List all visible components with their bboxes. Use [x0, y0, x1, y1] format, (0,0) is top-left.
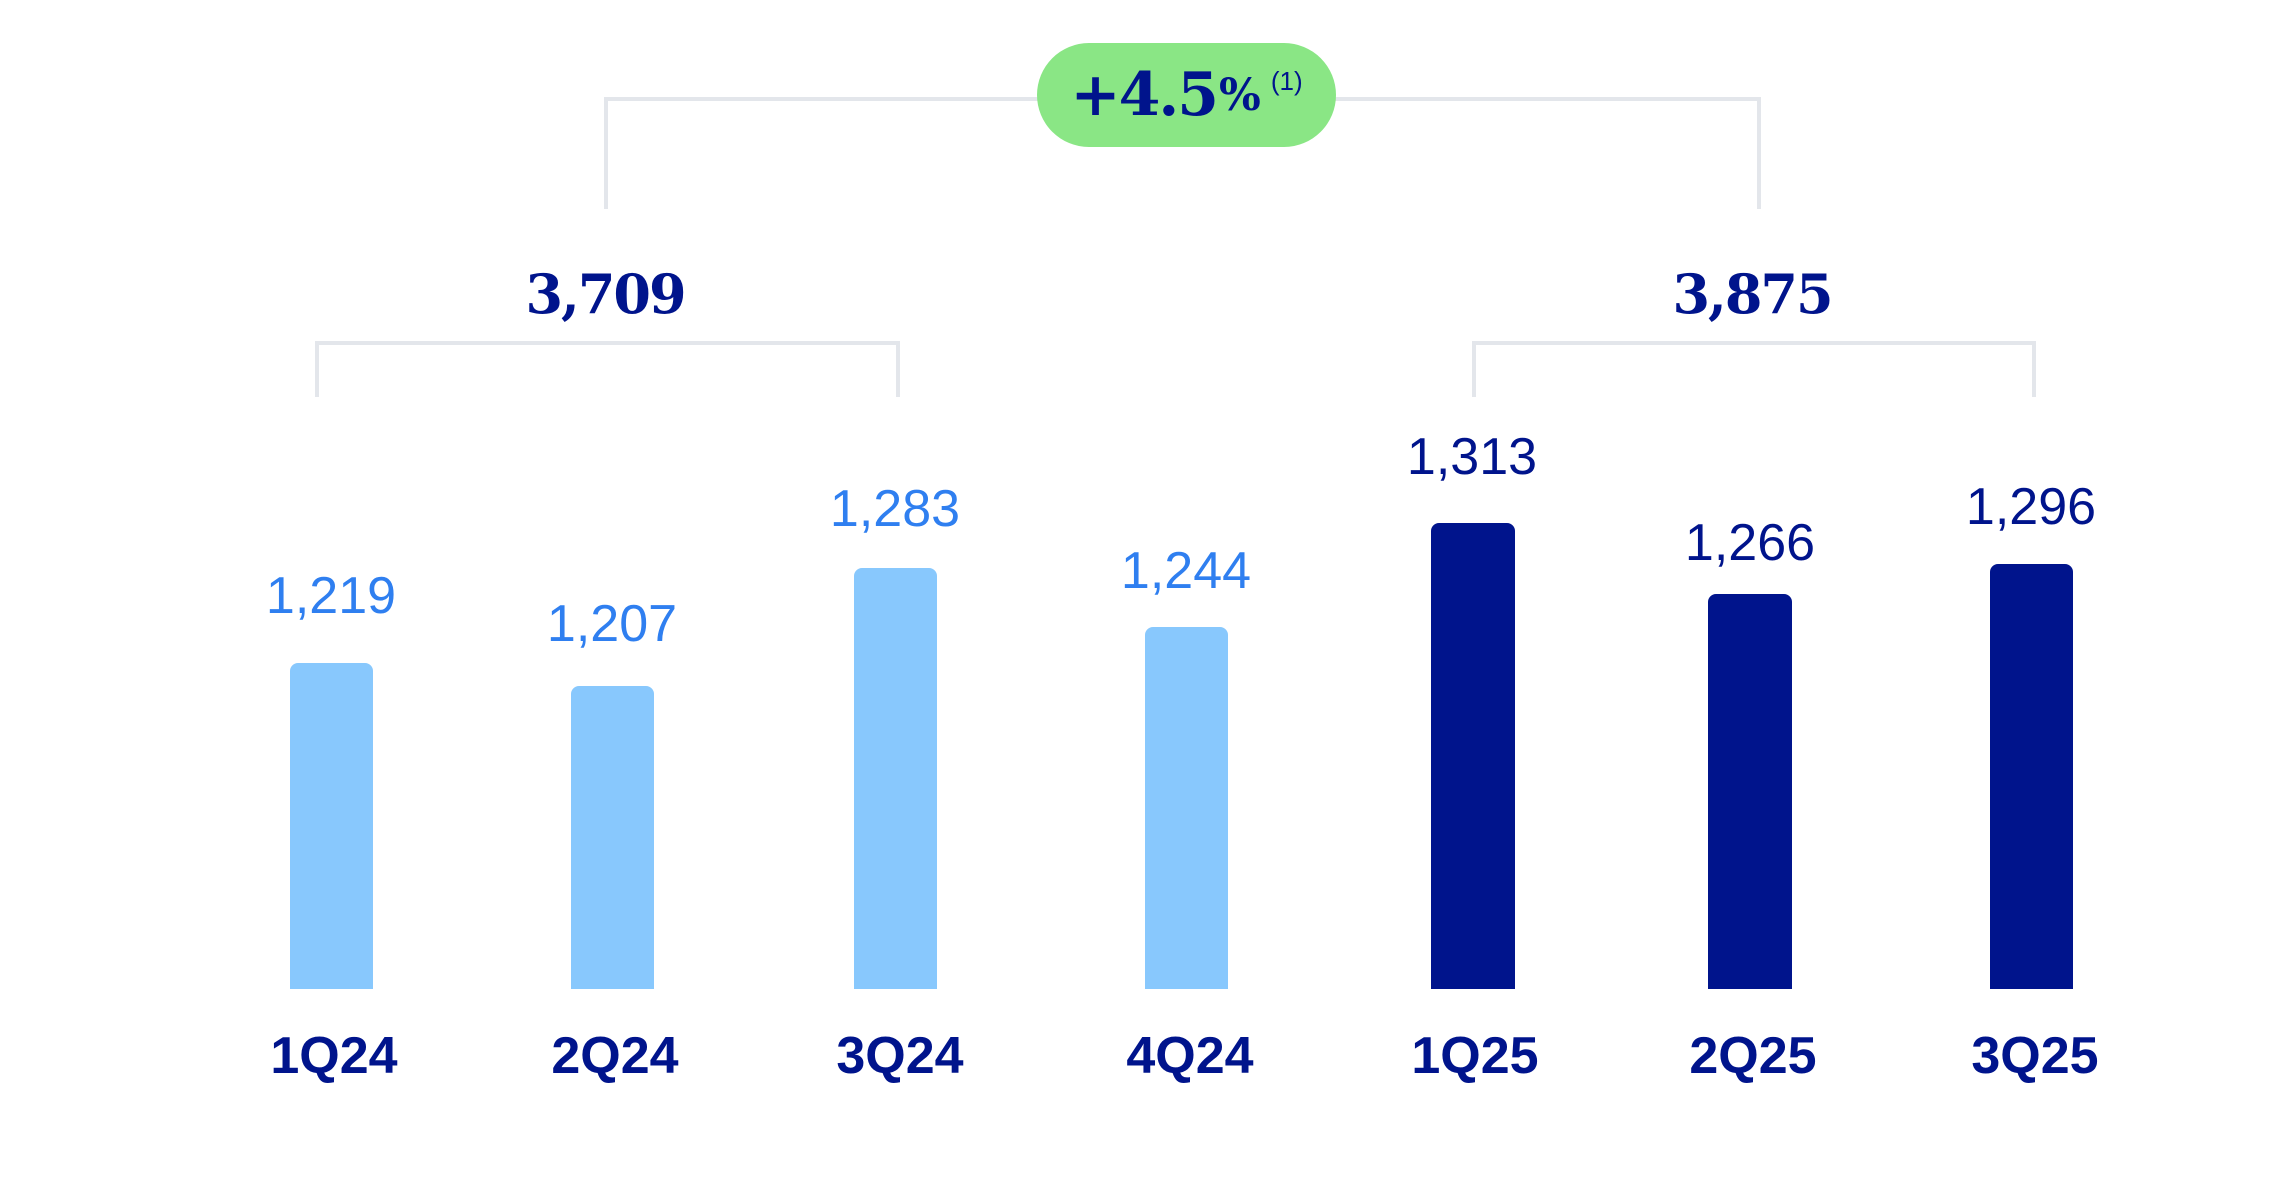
x-label-4q24: 4Q24 — [1126, 1027, 1254, 1085]
value-label-3q25: 1,296 — [1965, 478, 2097, 536]
value-label-2q25: 1,266 — [1684, 514, 1816, 572]
bracket-2024-horizontal — [315, 341, 900, 345]
bracket-2025-left — [1472, 341, 1476, 397]
value-label-3q24: 1,283 — [829, 480, 961, 538]
bar-1q25 — [1431, 523, 1515, 989]
growth-bracket-right-vertical — [1757, 97, 1761, 209]
value-label-1q25: 1,313 — [1406, 428, 1538, 486]
x-label-2q24: 2Q24 — [551, 1027, 679, 1085]
bracket-2025-right — [2032, 341, 2036, 397]
value-label-1q24: 1,219 — [265, 567, 397, 625]
bar-3q25 — [1990, 564, 2073, 989]
x-label-2q25: 2Q25 — [1689, 1027, 1817, 1085]
value-label-4q24: 1,244 — [1120, 542, 1252, 600]
growth-footnote: (1) — [1270, 65, 1303, 96]
total-2025: 3,875 — [1672, 262, 1833, 326]
bracket-2024-left — [315, 341, 319, 397]
growth-percent-sign: % — [1219, 69, 1261, 121]
growth-bracket-left-vertical — [604, 97, 608, 209]
bracket-2024-right — [896, 341, 900, 397]
value-label-2q24: 1,207 — [546, 595, 678, 653]
growth-badge: +4.5 % (1) — [1037, 43, 1336, 147]
bar-2q25 — [1708, 594, 1792, 989]
x-label-3q24: 3Q24 — [836, 1027, 964, 1085]
total-2024: 3,709 — [525, 262, 686, 326]
bar-4q24 — [1145, 627, 1228, 989]
growth-value: +4.5 — [1070, 60, 1219, 130]
x-label-3q25: 3Q25 — [1971, 1027, 2099, 1085]
bar-2q24 — [571, 686, 654, 989]
x-label-1q24: 1Q24 — [270, 1027, 398, 1085]
bracket-2025-horizontal — [1472, 341, 2036, 345]
bar-3q24 — [854, 568, 937, 989]
x-label-1q25: 1Q25 — [1411, 1027, 1539, 1085]
bar-1q24 — [290, 663, 373, 989]
